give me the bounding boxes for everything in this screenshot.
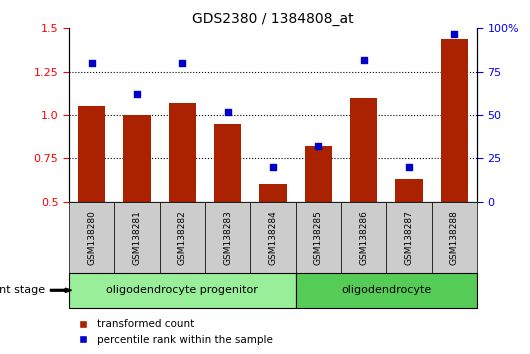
Bar [259, 184, 287, 202]
Text: GSM138287: GSM138287 [404, 210, 413, 265]
Point [405, 164, 413, 170]
Legend: transformed count, percentile rank within the sample: transformed count, percentile rank withi… [74, 315, 277, 349]
Point [223, 109, 232, 114]
Text: GSM138288: GSM138288 [450, 210, 459, 265]
Title: GDS2380 / 1384808_at: GDS2380 / 1384808_at [192, 12, 354, 26]
Text: GSM138280: GSM138280 [87, 210, 96, 265]
Bar [395, 179, 422, 202]
Point [269, 164, 277, 170]
Point [178, 60, 187, 66]
Text: development stage: development stage [0, 285, 45, 295]
Bar [123, 115, 151, 202]
Text: GSM138286: GSM138286 [359, 210, 368, 265]
Point [132, 91, 141, 97]
Bar [350, 98, 377, 202]
Text: GSM138285: GSM138285 [314, 210, 323, 265]
Text: GSM138283: GSM138283 [223, 210, 232, 265]
Text: oligodendrocyte: oligodendrocyte [341, 285, 431, 295]
Text: oligodendrocyte progenitor: oligodendrocyte progenitor [107, 285, 258, 295]
Text: GSM138284: GSM138284 [269, 210, 277, 264]
Bar [169, 103, 196, 202]
Text: GSM138281: GSM138281 [132, 210, 142, 265]
Point [359, 57, 368, 62]
Bar [441, 39, 468, 202]
Text: GSM138282: GSM138282 [178, 210, 187, 264]
Point [87, 60, 96, 66]
Bar [78, 106, 105, 202]
Point [314, 143, 323, 149]
Point [450, 31, 458, 36]
Bar [305, 146, 332, 202]
Bar [214, 124, 241, 202]
